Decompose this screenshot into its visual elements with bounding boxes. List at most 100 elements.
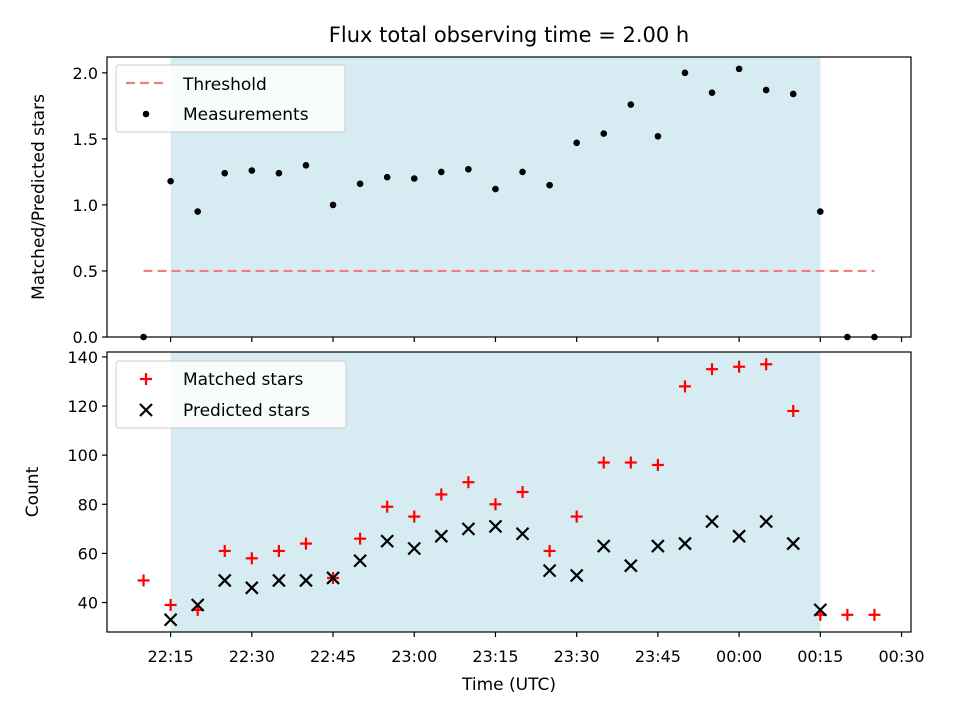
top-y-tick-label: 0.0 [73,328,98,347]
matched-star-point [543,544,556,557]
x-tick-label: 22:45 [310,647,356,666]
matched-star-point [733,360,746,373]
predicted-star-point [569,568,584,583]
predicted-star-point [624,558,638,573]
measurement-point [762,86,770,94]
matched-star-point [408,510,421,523]
x-tick-label: 23:00 [391,647,437,666]
bottom-y-tick-label: 60 [78,544,98,563]
matched-star-point [841,608,854,621]
matched-star-point [787,404,800,417]
matched-star-point [137,574,150,587]
bottom-y-tick-label: 80 [78,495,98,514]
legend-matched-swatch [140,373,152,385]
predicted-star-point [678,536,692,551]
bottom-y-tick-label: 100 [67,446,98,465]
predicted-star-point [190,598,205,612]
measurement-point [519,168,526,176]
measurement-point [356,180,364,188]
measurement-point [681,69,689,77]
measurement-point [600,130,608,137]
matched-star-point [624,456,637,469]
bottom-y-tick-label: 140 [67,348,98,367]
x-axis-label: Time (UTC) [461,675,556,695]
bottom-legend: Matched stars Predicted stars [115,360,347,429]
predicted-star-point [434,529,449,543]
predicted-star-point [488,519,503,534]
predicted-star-point [353,553,367,568]
legend-plus-marker [140,373,152,385]
matched-star-point [678,380,691,393]
x-tick-label: 23:30 [554,647,600,666]
predicted-star-point [163,612,178,627]
x-tick-label: 23:15 [472,647,518,666]
legend-x-marker [139,403,153,417]
measurement-point [654,132,662,140]
matched-star-point [164,598,177,611]
top-y-ticks: 0.0 0.5 1.0 1.5 2.0 [73,64,107,347]
legend-matched-label: Matched stars [183,370,303,390]
top-y-tick-label: 1.5 [73,130,98,149]
predicted-star-point [380,534,394,548]
x-tick-label: 00:30 [878,647,924,666]
measurement-point [708,89,716,96]
top-legend-box [115,64,346,133]
bottom-x-ticks: 22:15 22:30 22:45 23:00 23:15 23:30 23:45 00:00… [148,632,925,666]
measurement-point [275,169,283,177]
predicted-star-point [651,539,665,553]
matched-star-point [706,363,719,376]
measurement-point [817,208,824,215]
predicted-star-point [272,573,286,588]
matched-star-point [218,544,231,557]
predicted-star-point [461,522,476,536]
top-y-tick-label: 0.5 [73,262,98,281]
measurement-point [465,165,472,173]
predicted-star-point [786,536,801,551]
predicted-star-point [407,541,422,556]
bottom-y-tick-label: 40 [78,594,98,613]
measurement-point [735,65,743,73]
measurement-point [438,168,445,176]
legend-threshold-label: Threshold [182,75,267,95]
measurement-point [383,173,391,181]
count-points [137,358,881,627]
predicted-star-point [515,526,530,541]
measurement-point [302,162,310,169]
x-tick-label: 00:00 [716,647,762,666]
x-tick-label: 22:30 [229,647,275,666]
matched-star-point [381,500,394,513]
measurement-point [492,185,499,193]
top-y-tick-label: 2.0 [73,64,98,83]
x-tick-label: 23:45 [635,647,681,666]
top-y-axis-label: Matched/Predicted stars [29,94,49,300]
bottom-y-axis-label: Count [23,466,43,517]
measurement-points [140,65,878,341]
bottom-y-ticks: 40 60 80 100 120 140 [67,348,107,613]
measurement-point [627,101,635,108]
matched-star-point [245,552,258,565]
measurement-point [546,181,553,189]
chart-title: Flux total observing time = 2.00 h [329,23,689,47]
predicted-star-point [732,529,746,543]
top-legend: Threshold Measurements [115,64,346,133]
matched-star-point [299,537,312,550]
measurement-point [167,177,174,185]
matched-star-point [868,608,881,621]
matched-star-point [760,358,773,371]
matched-star-point [651,458,664,471]
bottom-y-tick-label: 120 [67,397,98,416]
measurement-point [573,139,580,147]
predicted-star-point [217,573,232,588]
predicted-star-point [326,571,340,585]
legend-measurements-label: Measurements [183,105,309,125]
predicted-star-point [759,514,773,529]
matched-star-point [570,510,583,523]
matched-star-point [354,532,367,545]
x-tick-label: 22:15 [148,647,194,666]
matched-star-point [516,486,529,498]
x-tick-label: 00:15 [797,647,843,666]
matched-star-point [435,488,448,501]
top-x-ticks [170,337,903,342]
measurement-point [248,167,256,174]
